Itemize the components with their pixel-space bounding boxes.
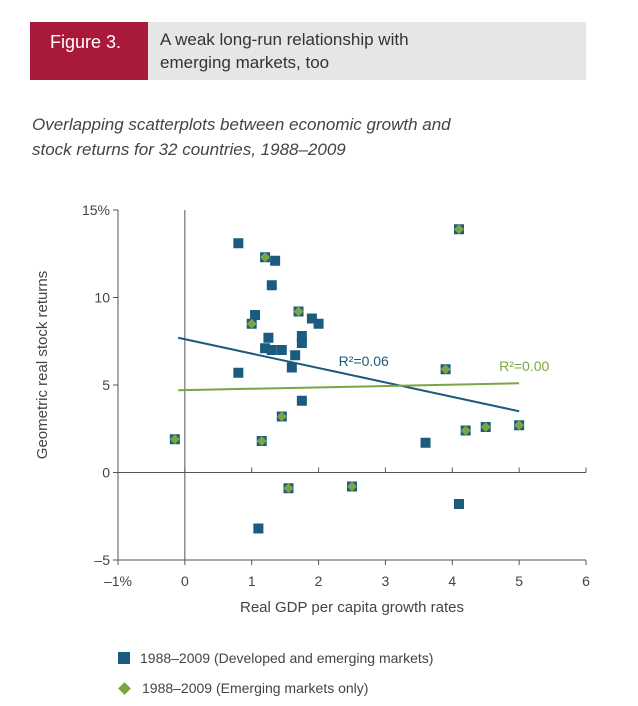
data-point-developed bbox=[260, 343, 271, 354]
data-point-developed bbox=[233, 238, 244, 249]
data-point-developed bbox=[233, 367, 244, 378]
trendline-developed bbox=[177, 336, 520, 413]
data-point-developed bbox=[290, 350, 301, 361]
trendline-r2-label: R²=0.06 bbox=[339, 353, 389, 369]
y-tick-label: 5 bbox=[102, 377, 110, 393]
data-point-developed bbox=[270, 255, 281, 266]
data-point-emerging bbox=[293, 306, 304, 317]
subtitle-line2: stock returns for 32 countries, 1988–200… bbox=[32, 140, 346, 159]
data-point-developed bbox=[296, 338, 307, 348]
y-tick-label: –5 bbox=[94, 552, 110, 568]
data-point-developed bbox=[296, 395, 307, 406]
data-point-emerging bbox=[276, 411, 287, 422]
x-tick-label: 0 bbox=[181, 573, 189, 589]
data-point-emerging bbox=[256, 436, 267, 446]
legend-label-emerging: 1988–2009 (Emerging markets only) bbox=[142, 680, 369, 696]
data-point-developed bbox=[276, 345, 287, 355]
legend-item-developed: 1988–2009 (Developed and emerging market… bbox=[118, 650, 433, 666]
trendline-emerging bbox=[178, 382, 520, 392]
data-point-developed bbox=[250, 310, 261, 320]
data-point-developed bbox=[313, 318, 324, 329]
x-axis-label: Real GDP per capita growth rates bbox=[240, 599, 464, 616]
data-point-emerging bbox=[347, 481, 357, 492]
diamond-marker-icon bbox=[118, 681, 131, 695]
figure-title-line2: emerging markets, too bbox=[160, 53, 330, 72]
figure-title-line1: A weak long-run relationship with bbox=[160, 30, 409, 49]
square-marker-icon bbox=[118, 652, 130, 664]
legend-item-emerging: 1988–2009 (Emerging markets only) bbox=[118, 680, 368, 696]
x-tick-label: 5 bbox=[515, 573, 523, 589]
data-point-emerging bbox=[453, 224, 464, 235]
data-point-emerging bbox=[283, 483, 294, 494]
data-point-emerging bbox=[460, 425, 471, 436]
data-point-developed bbox=[286, 362, 297, 373]
data-point-emerging bbox=[169, 434, 180, 445]
data-point-developed bbox=[296, 331, 307, 341]
data-point-developed bbox=[420, 437, 431, 448]
data-point-emerging bbox=[246, 318, 257, 329]
x-tick-label: 6 bbox=[582, 573, 590, 589]
y-tick-label: 10 bbox=[94, 290, 110, 306]
x-tick-label: 4 bbox=[448, 573, 456, 589]
data-point-developed bbox=[266, 280, 277, 291]
chart-subtitle: Overlapping scatterplots between economi… bbox=[32, 112, 592, 162]
figure-header: Figure 3. A weak long-run relationship w… bbox=[30, 22, 586, 80]
figure-title: A weak long-run relationship with emergi… bbox=[148, 22, 586, 80]
data-point-emerging bbox=[440, 364, 451, 375]
x-tick-label: 2 bbox=[315, 573, 323, 589]
x-tick-label: 1 bbox=[248, 573, 256, 589]
data-point-developed bbox=[306, 313, 317, 324]
data-point-emerging bbox=[260, 252, 271, 263]
data-point-emerging bbox=[514, 420, 525, 431]
trendline-r2-label: R²=0.00 bbox=[499, 358, 549, 374]
legend-label-developed: 1988–2009 (Developed and emerging market… bbox=[140, 650, 434, 666]
data-point-developed bbox=[253, 523, 264, 534]
data-point-emerging bbox=[480, 422, 491, 432]
subtitle-line1: Overlapping scatterplots between economi… bbox=[32, 115, 451, 134]
y-tick-label: 15% bbox=[82, 202, 110, 218]
data-point-developed bbox=[266, 345, 277, 355]
y-tick-label: 0 bbox=[102, 465, 110, 481]
data-point-developed bbox=[263, 332, 274, 343]
data-point-developed bbox=[453, 499, 464, 509]
x-tick-label: 3 bbox=[382, 573, 390, 589]
y-axis-label: Geometric real stock returns bbox=[34, 271, 51, 459]
x-tick-label: –1% bbox=[104, 573, 132, 589]
figure-label: Figure 3. bbox=[30, 22, 148, 80]
